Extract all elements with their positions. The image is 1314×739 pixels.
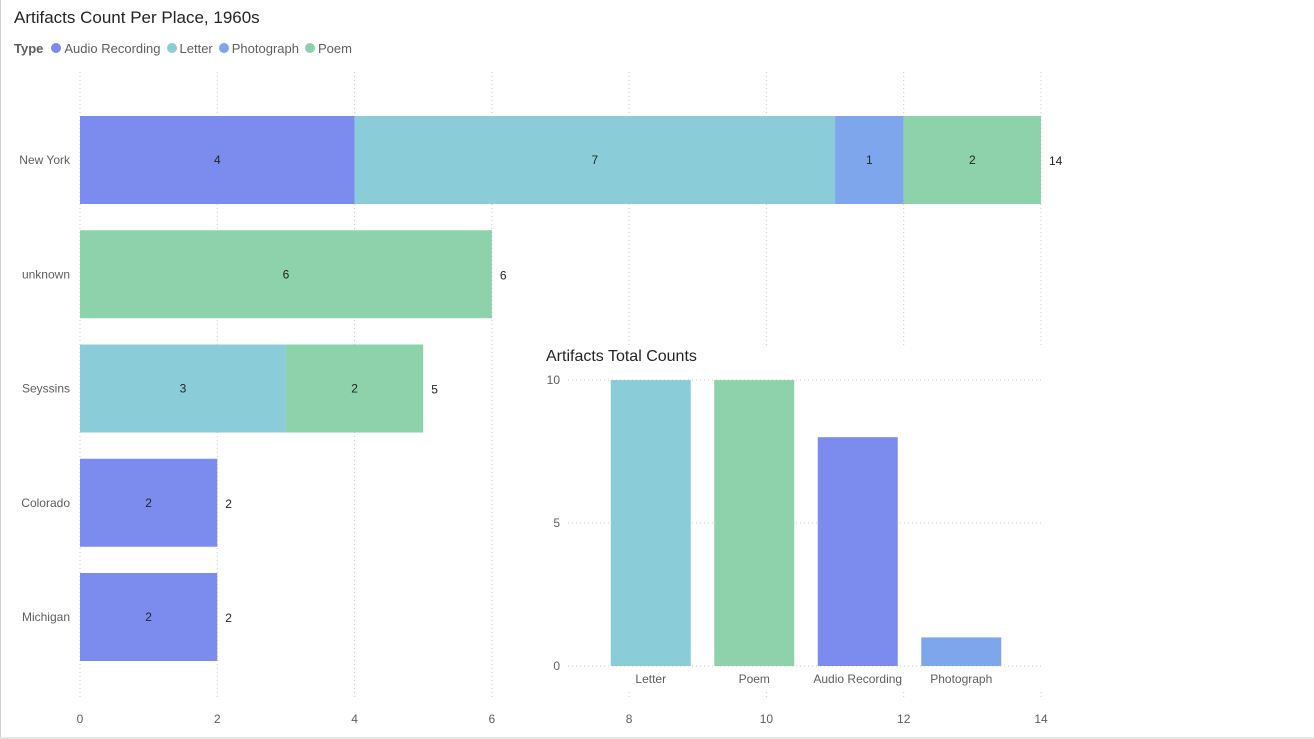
bar-segment-photograph[interactable] bbox=[835, 116, 904, 204]
total-label: 2 bbox=[225, 497, 232, 511]
bar-segment-poem[interactable] bbox=[285, 344, 424, 433]
legend-dot-photograph bbox=[218, 43, 229, 53]
legend-label: Poem bbox=[318, 40, 352, 56]
bar-segment-letter[interactable] bbox=[80, 344, 286, 433]
x-tick-label: 12 bbox=[897, 712, 911, 726]
x-tick-label: 14 bbox=[1034, 712, 1048, 726]
y-tick-label: 5 bbox=[553, 516, 560, 530]
y-category-label: Michigan bbox=[22, 610, 70, 624]
y-category-label: New York bbox=[19, 153, 71, 167]
y-tick-label: 10 bbox=[547, 373, 561, 387]
x-tick-label: 8 bbox=[626, 712, 633, 726]
bar-segment-poem[interactable] bbox=[903, 116, 1041, 204]
inset-chart-title: Artifacts Total Counts bbox=[546, 348, 697, 365]
data-label: 2 bbox=[969, 153, 976, 167]
legend-label: Letter bbox=[179, 40, 213, 56]
legend-item-audio-recording[interactable]: Audio Recording bbox=[51, 40, 161, 56]
data-label: 2 bbox=[145, 496, 152, 510]
chart-title: Artifacts Count Per Place, 1960s bbox=[14, 8, 260, 27]
x-category-label: Poem bbox=[739, 672, 770, 686]
legend-item-letter[interactable]: Letter bbox=[166, 40, 213, 56]
legend-dot-letter bbox=[166, 43, 177, 53]
total-label: 5 bbox=[431, 383, 438, 397]
y-category-label: unknown bbox=[22, 267, 70, 281]
legend-item-poem[interactable]: Poem bbox=[305, 41, 352, 56]
data-label: 7 bbox=[591, 153, 598, 167]
data-label: 4 bbox=[214, 153, 221, 167]
total-label: 2 bbox=[225, 611, 232, 625]
x-tick-label: 6 bbox=[489, 712, 496, 726]
total-label: 14 bbox=[1049, 154, 1063, 168]
left-border bbox=[0, 0, 1, 739]
data-label: 2 bbox=[351, 382, 358, 396]
data-label: 2 bbox=[145, 610, 152, 624]
x-tick-label: 10 bbox=[760, 712, 774, 726]
column-bar-photograph[interactable] bbox=[921, 637, 1002, 666]
legend: Type Audio Recording Letter Photograph P… bbox=[14, 39, 358, 57]
bar-segment-audio-recording[interactable] bbox=[80, 458, 218, 547]
bar-segment-audio-recording[interactable] bbox=[80, 116, 355, 204]
data-label: 1 bbox=[866, 153, 873, 167]
legend-label: Audio Recording bbox=[64, 40, 161, 56]
x-tick-label: 0 bbox=[77, 712, 84, 726]
x-category-label: Audio Recording bbox=[813, 672, 902, 686]
x-category-label: Photograph bbox=[930, 672, 992, 686]
legend-title: Type bbox=[14, 40, 44, 56]
y-category-label: Colorado bbox=[21, 496, 70, 510]
legend-item-photograph[interactable]: Photograph bbox=[218, 40, 299, 56]
bar-segment-poem[interactable] bbox=[80, 230, 492, 319]
legend-dot-poem bbox=[305, 43, 315, 53]
bottom-border bbox=[0, 737, 1314, 739]
data-label: 3 bbox=[180, 382, 187, 396]
y-category-label: Seyssins bbox=[22, 382, 70, 396]
total-label: 6 bbox=[500, 268, 507, 282]
x-tick-label: 2 bbox=[214, 712, 221, 726]
bar-segment-letter[interactable] bbox=[354, 116, 836, 204]
legend-label: Photograph bbox=[231, 40, 299, 56]
column-bar-poem[interactable] bbox=[714, 380, 795, 666]
x-tick-label: 4 bbox=[351, 712, 358, 726]
column-bar-audio-recording[interactable] bbox=[817, 437, 898, 666]
x-category-label: Letter bbox=[635, 672, 666, 686]
column-bar-letter[interactable] bbox=[610, 380, 691, 666]
data-label: 6 bbox=[283, 267, 290, 281]
y-tick-label: 0 bbox=[553, 659, 560, 673]
legend-dot-audio-recording bbox=[51, 43, 62, 53]
bar-segment-audio-recording[interactable] bbox=[80, 573, 218, 661]
